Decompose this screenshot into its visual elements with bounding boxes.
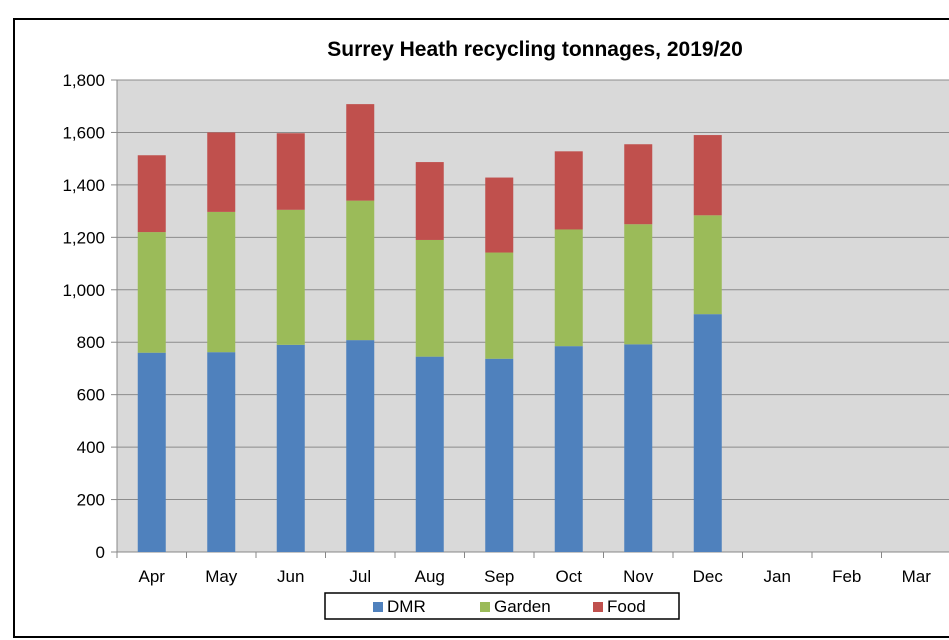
bar-segment-garden <box>485 252 514 359</box>
bar-segment-dmr <box>415 356 444 552</box>
bar-segment-garden <box>346 200 375 341</box>
y-tick-label: 1,000 <box>62 281 105 300</box>
x-tick-label: May <box>205 567 238 586</box>
legend-label: Garden <box>494 597 551 616</box>
bar-segment-food <box>137 155 166 233</box>
y-tick-label: 1,600 <box>62 123 105 142</box>
legend: DMR Garden Food <box>324 592 680 620</box>
y-tick-label: 1,200 <box>62 228 105 247</box>
bar-segment-dmr <box>554 346 583 552</box>
x-tick-label: Jan <box>764 567 791 586</box>
x-tick-label: Apr <box>139 567 166 586</box>
bar-segment-food <box>554 151 583 230</box>
bar-segment-dmr <box>624 344 653 552</box>
chart-title: Surrey Heath recycling tonnages, 2019/20 <box>327 38 743 61</box>
x-tick-label: Aug <box>415 567 445 586</box>
bar-segment-dmr <box>207 352 236 552</box>
bar-segment-garden <box>624 224 653 345</box>
bar-segment-garden <box>276 209 305 345</box>
legend-swatch <box>373 602 383 612</box>
x-tick-label: Jun <box>277 567 304 586</box>
bar-segment-garden <box>554 229 583 347</box>
x-tick-label: Mar <box>902 567 932 586</box>
legend-label: Food <box>607 597 646 616</box>
x-tick-label: Sep <box>484 567 514 586</box>
bar-segment-dmr <box>693 314 722 552</box>
bar-segment-food <box>276 133 305 210</box>
y-tick-label: 0 <box>96 543 105 562</box>
x-tick-label: Feb <box>832 567 861 586</box>
legend-box <box>324 592 680 620</box>
bar-segment-garden <box>207 211 236 353</box>
x-tick-label: Jul <box>349 567 371 586</box>
chart-svg: Surrey Heath recycling tonnages, 2019/20… <box>62 38 949 620</box>
bar-segment-food <box>624 144 653 225</box>
bar-segment-dmr <box>485 358 514 552</box>
x-tick-label: Dec <box>693 567 724 586</box>
y-tick-label: 800 <box>77 333 105 352</box>
y-tick-label: 1,800 <box>62 71 105 90</box>
legend-swatch <box>593 602 603 612</box>
x-tick-label: Oct <box>556 567 583 586</box>
y-tick-label: 600 <box>77 386 105 405</box>
bar-segment-garden <box>415 239 444 357</box>
bar-segment-garden <box>137 232 166 353</box>
bar-segment-food <box>693 135 722 216</box>
y-tick-label: 200 <box>77 491 105 510</box>
legend-label: DMR <box>387 597 426 616</box>
x-tick-label: Nov <box>623 567 654 586</box>
y-tick-label: 400 <box>77 438 105 457</box>
bar-segment-dmr <box>137 352 166 552</box>
bar-segment-dmr <box>346 340 375 552</box>
bar-segment-garden <box>693 215 722 315</box>
plot-area: 0 200 400 600 800 1,000 1,200 1,400 1,600 1,800 Ap… <box>62 71 949 586</box>
chart-frame: Surrey Heath recycling tonnages, 2019/20… <box>13 18 949 638</box>
bar-segment-food <box>415 162 444 240</box>
bar-segment-food <box>346 104 375 201</box>
y-tick-label: 1,400 <box>62 176 105 195</box>
legend-swatch <box>480 602 490 612</box>
bar-segment-food <box>485 177 514 253</box>
bar-segment-food <box>207 132 236 212</box>
bar-segment-dmr <box>276 344 305 552</box>
plot-background <box>117 80 949 552</box>
